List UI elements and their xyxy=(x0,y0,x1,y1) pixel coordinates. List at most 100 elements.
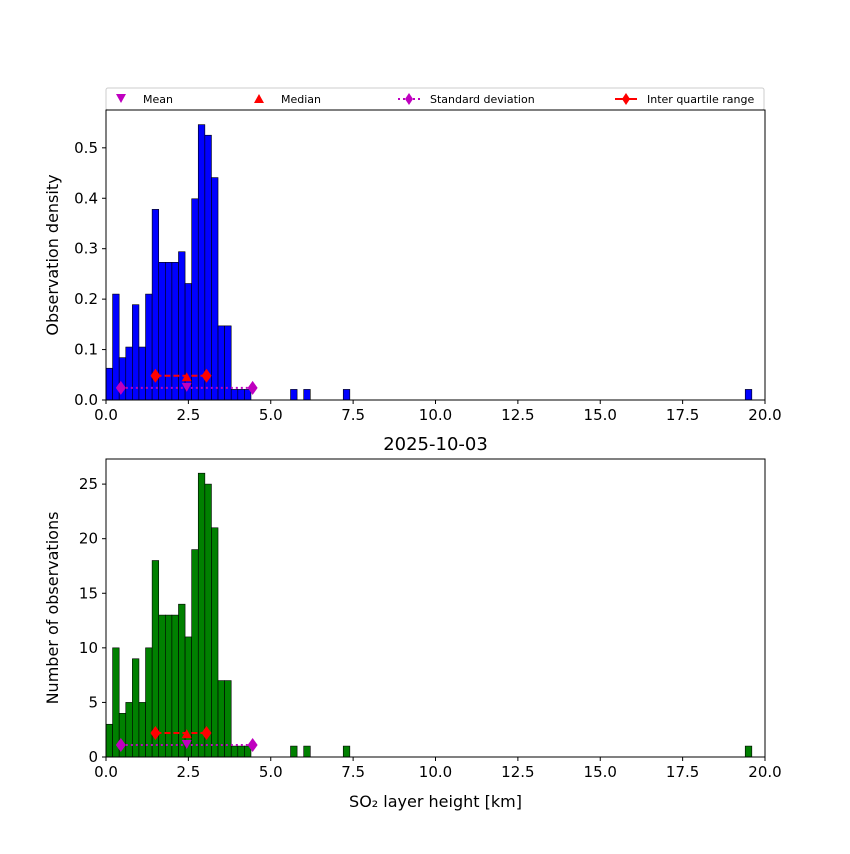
histogram-bar xyxy=(125,702,133,758)
legend-entry-std: Standard deviation xyxy=(398,93,535,106)
histogram-bar xyxy=(224,680,232,758)
iqr-high-marker xyxy=(201,725,212,740)
histogram-bar xyxy=(165,262,173,401)
x-tick-label: 2.5 xyxy=(176,763,200,781)
std-low-marker xyxy=(115,737,126,752)
mean-marker-icon xyxy=(116,94,126,103)
histogram-bar xyxy=(290,745,298,758)
y-tick-label: 0.1 xyxy=(74,341,98,359)
x-tick-label: 17.5 xyxy=(666,406,699,424)
std-low-marker xyxy=(115,380,126,395)
y-tick-label: 15 xyxy=(79,584,98,602)
histogram-bar xyxy=(138,702,146,758)
legend-label-std: Standard deviation xyxy=(430,93,535,106)
histogram-bar xyxy=(744,389,753,401)
count-histogram-panel: 0.0 2.5 5.0 7.5 10.0 12.5 15.0 17.5 20.0 0 5 10 15 20… xyxy=(43,434,782,811)
histogram-bar xyxy=(230,745,239,758)
histogram-bar xyxy=(158,614,166,758)
y-tick-label: 25 xyxy=(79,475,98,493)
histogram-bar xyxy=(125,346,133,401)
x-tick-label: 17.5 xyxy=(666,763,699,781)
iqr-low-marker xyxy=(150,368,161,383)
x-tick-label: 20.0 xyxy=(748,406,781,424)
median-marker-icon xyxy=(254,94,264,103)
histogram-bar xyxy=(342,745,351,758)
histogram-bar xyxy=(191,549,199,758)
histogram-bar xyxy=(204,134,212,401)
legend-label-median: Median xyxy=(281,93,321,106)
histogram-bar xyxy=(145,293,153,401)
std-high-marker xyxy=(247,380,258,395)
x-tick-label: 10.0 xyxy=(419,406,452,424)
histogram-bar xyxy=(184,283,192,401)
x-tick-label: 7.5 xyxy=(341,406,365,424)
histogram-bar xyxy=(171,262,179,401)
x-tick-label: 5.0 xyxy=(259,763,283,781)
iqr-diamond-icon xyxy=(622,93,630,105)
x-tick-label: 20.0 xyxy=(748,763,781,781)
y-tick-label: 0 xyxy=(88,748,98,766)
median-marker xyxy=(181,372,192,382)
histogram-bar xyxy=(342,389,351,401)
x-tick-label: 5.0 xyxy=(259,406,283,424)
x-tick-label: 15.0 xyxy=(584,763,617,781)
histogram-bar xyxy=(112,647,120,758)
legend-entry-iqr: Inter quartile range xyxy=(615,93,754,106)
std-diamond-icon xyxy=(405,93,413,105)
y-tick-label: 5 xyxy=(88,693,98,711)
histogram-bar xyxy=(158,262,166,401)
histogram-bar xyxy=(171,614,179,758)
legend-entry-mean: Mean xyxy=(116,93,173,106)
y-tick-label: 10 xyxy=(79,639,98,657)
histogram-bar xyxy=(165,614,173,758)
y-tick-label: 20 xyxy=(79,530,98,548)
x-tick-label: 12.5 xyxy=(501,406,534,424)
histogram-bar xyxy=(112,293,120,401)
legend: Mean Median Standard deviation Inter qua… xyxy=(105,87,765,111)
x-tick-label: 10.0 xyxy=(419,763,452,781)
x-tick-label: 2.5 xyxy=(176,406,200,424)
histogram-bar xyxy=(138,346,146,401)
legend-label-iqr: Inter quartile range xyxy=(647,93,754,106)
iqr-high-marker xyxy=(201,368,212,383)
x-tick-label: 7.5 xyxy=(341,763,365,781)
histogram-bar xyxy=(290,389,298,401)
histogram-bar xyxy=(132,658,140,758)
iqr-low-marker xyxy=(150,725,161,740)
legend-entry-median: Median xyxy=(254,93,321,106)
y-tick-label: 0.5 xyxy=(74,139,98,157)
y-axis-label: Number of observations xyxy=(43,512,62,705)
y-axis-label: Observation density xyxy=(43,174,62,335)
histogram-bar xyxy=(184,636,192,758)
legend-label-mean: Mean xyxy=(143,93,173,106)
median-marker xyxy=(181,729,192,739)
histogram-bar xyxy=(303,745,311,758)
histogram-bar xyxy=(303,389,311,401)
y-tick-label: 0.3 xyxy=(74,240,98,258)
histogram-bar xyxy=(191,198,199,401)
histogram-bar xyxy=(132,304,140,401)
panel-title: 2025-10-03 xyxy=(383,434,488,455)
y-tick-label: 0.0 xyxy=(74,391,98,409)
histogram-bar xyxy=(197,124,206,401)
histogram-bar xyxy=(197,472,206,758)
mean-marker xyxy=(181,739,192,749)
density-histogram-panel: 0.0 2.5 5.0 7.5 10.0 12.5 15.0 17.5 20.0 0.0 0.1 0.… xyxy=(43,109,782,424)
mean-marker xyxy=(181,382,192,392)
histogram-bar xyxy=(211,527,219,758)
x-tick-label: 0.0 xyxy=(94,406,118,424)
std-high-marker xyxy=(247,737,258,752)
histogram-bar xyxy=(237,745,245,758)
histogram-bar xyxy=(211,177,219,401)
y-tick-label: 0.4 xyxy=(74,189,98,207)
y-tick-label: 0.2 xyxy=(74,290,98,308)
histogram-bar xyxy=(224,325,232,401)
histogram-bar xyxy=(230,389,239,401)
histogram-bar xyxy=(744,745,753,758)
histogram-bar xyxy=(145,647,153,758)
x-tick-label: 15.0 xyxy=(584,406,617,424)
x-tick-label: 0.0 xyxy=(94,763,118,781)
histogram-bar xyxy=(237,389,245,401)
